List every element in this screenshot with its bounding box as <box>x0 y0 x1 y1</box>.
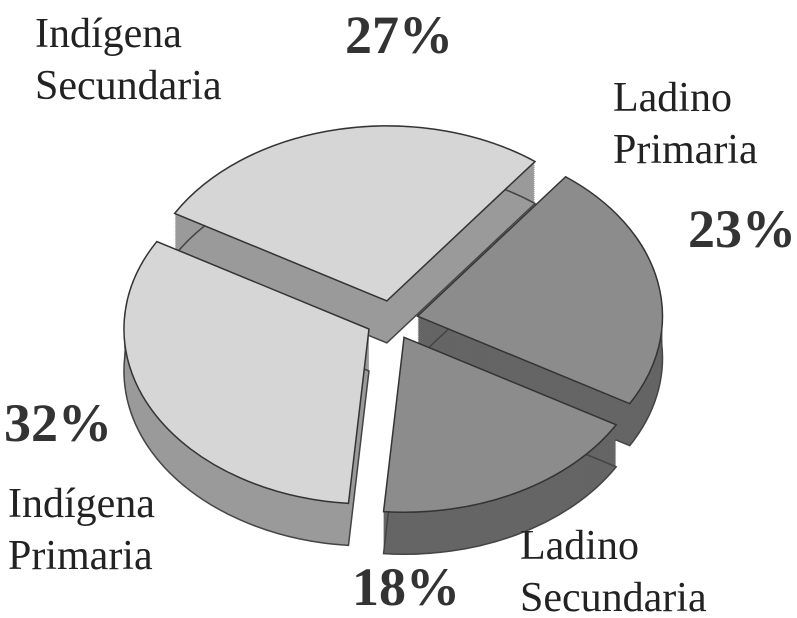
slice <box>416 175 664 405</box>
value-label: 27% <box>345 5 453 65</box>
value-label: 18% <box>352 557 460 617</box>
slice <box>123 240 370 505</box>
category-label: Indígena Primaria <box>8 481 155 579</box>
value-label: 23% <box>688 199 796 259</box>
value-label: 32% <box>4 393 112 453</box>
category-label: Ladino Secundaria <box>520 523 707 618</box>
category-label: Ladino Primaria <box>613 75 758 173</box>
category-label: Indígena Secundaria <box>35 11 222 109</box>
slice-side-edge <box>382 378 618 555</box>
slice <box>382 336 618 513</box>
slice <box>173 125 537 302</box>
